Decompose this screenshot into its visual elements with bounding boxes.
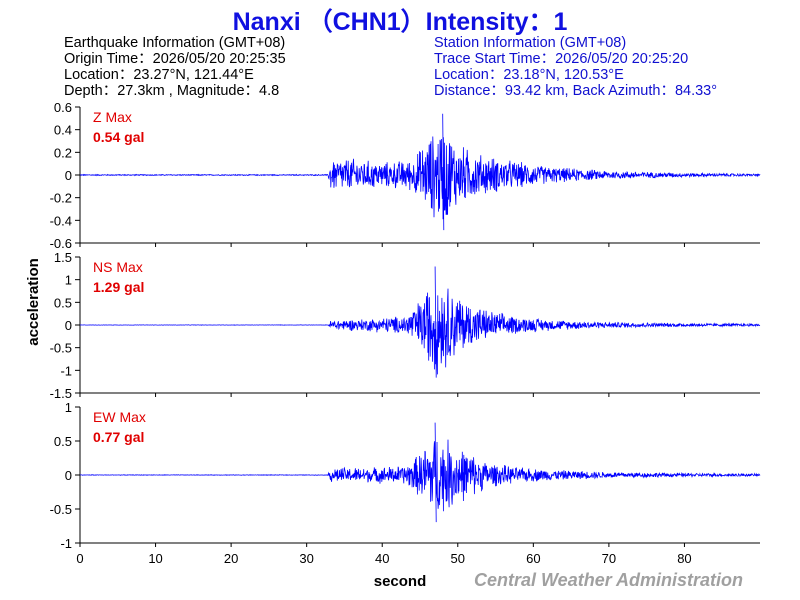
epicenter-location: Location：23.27°N, 121.44°E [64, 67, 254, 83]
y-tick-label-z: 0 [65, 168, 72, 183]
y-tick-label-ew: 0.5 [54, 434, 72, 449]
x-axis-title: second [374, 573, 427, 590]
x-tick-label: 30 [299, 551, 313, 566]
chart-title: Nanxi （CHN1）Intensity：1 [232, 8, 568, 36]
y-tick-label-ew: -1 [60, 536, 72, 551]
y-tick-label-ns: 1 [65, 273, 72, 288]
component-max-z: 0.54 gal [93, 129, 144, 145]
y-tick-label-ew: 0 [65, 468, 72, 483]
waveform-z [80, 113, 761, 231]
y-tick-label-z: -0.6 [50, 236, 72, 251]
y-tick-label-z: -0.2 [50, 191, 72, 206]
agency-watermark: Central Weather Administration [474, 570, 744, 590]
y-tick-label-z: 0.6 [54, 100, 72, 115]
y-tick-label-z: 0.2 [54, 145, 72, 160]
station-info-heading: Station Information (GMT+08) [434, 35, 627, 51]
y-tick-label-ew: -0.5 [50, 502, 72, 517]
y-tick-label-z: 0.4 [54, 123, 72, 138]
station-distance: Distance：93.42 km, Back Azimuth：84.33° [434, 83, 718, 99]
y-tick-label-z: -0.4 [50, 213, 72, 228]
component-label-ns: NS Max [93, 259, 143, 275]
x-tick-label: 10 [148, 551, 162, 566]
x-tick-label: 80 [677, 551, 691, 566]
component-max-ns: 1.29 gal [93, 279, 144, 295]
component-label-ew: EW Max [93, 409, 146, 425]
y-tick-label-ns: -1.5 [50, 386, 72, 401]
x-tick-label: 50 [451, 551, 465, 566]
station-info: Station Information (GMT+08) Trace Start… [434, 35, 717, 99]
x-tick-label: 70 [602, 551, 616, 566]
component-label-z: Z Max [93, 109, 132, 125]
x-tick-label: 20 [224, 551, 238, 566]
y-tick-label-ns: -0.5 [50, 341, 72, 356]
y-tick-label-ew: 1 [65, 400, 72, 415]
component-max-ew: 0.77 gal [93, 429, 144, 445]
earthquake-info-heading: Earthquake Information (GMT+08) [64, 35, 286, 51]
waveform-ns [79, 266, 761, 378]
waveform-ew [80, 422, 761, 523]
depth-magnitude: Depth：27.3km , Magnitude：4.8 [64, 83, 280, 99]
y-tick-label-ns: 1.5 [54, 250, 72, 265]
x-tick-label: 40 [375, 551, 389, 566]
trace-start-time: Trace Start Time：2026/05/20 20:25:20 [434, 51, 689, 67]
x-tick-label: 0 [76, 551, 83, 566]
y-tick-label-ns: 0 [65, 318, 72, 333]
y-tick-label-ns: -1 [60, 363, 72, 378]
station-location: Location：23.18°N, 120.53°E [434, 67, 624, 83]
origin-time: Origin Time：2026/05/20 20:25:35 [64, 51, 286, 67]
y-axis-title: acceleration [25, 258, 42, 346]
y-tick-label-ns: 0.5 [54, 295, 72, 310]
earthquake-info: Earthquake Information (GMT+08) Origin T… [64, 35, 286, 99]
x-tick-label: 60 [526, 551, 540, 566]
